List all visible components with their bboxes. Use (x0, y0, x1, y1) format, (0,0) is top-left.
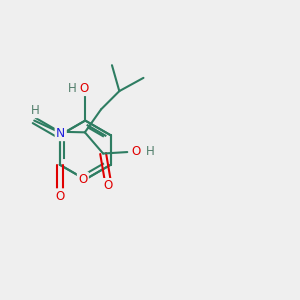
Text: O: O (79, 82, 88, 95)
Text: H: H (146, 145, 154, 158)
Text: O: O (131, 145, 140, 158)
Text: H: H (30, 104, 39, 117)
Text: O: O (103, 179, 112, 192)
Text: O: O (55, 190, 64, 203)
Text: H: H (68, 82, 76, 95)
Text: O: O (78, 173, 88, 186)
Text: N: N (56, 127, 65, 140)
